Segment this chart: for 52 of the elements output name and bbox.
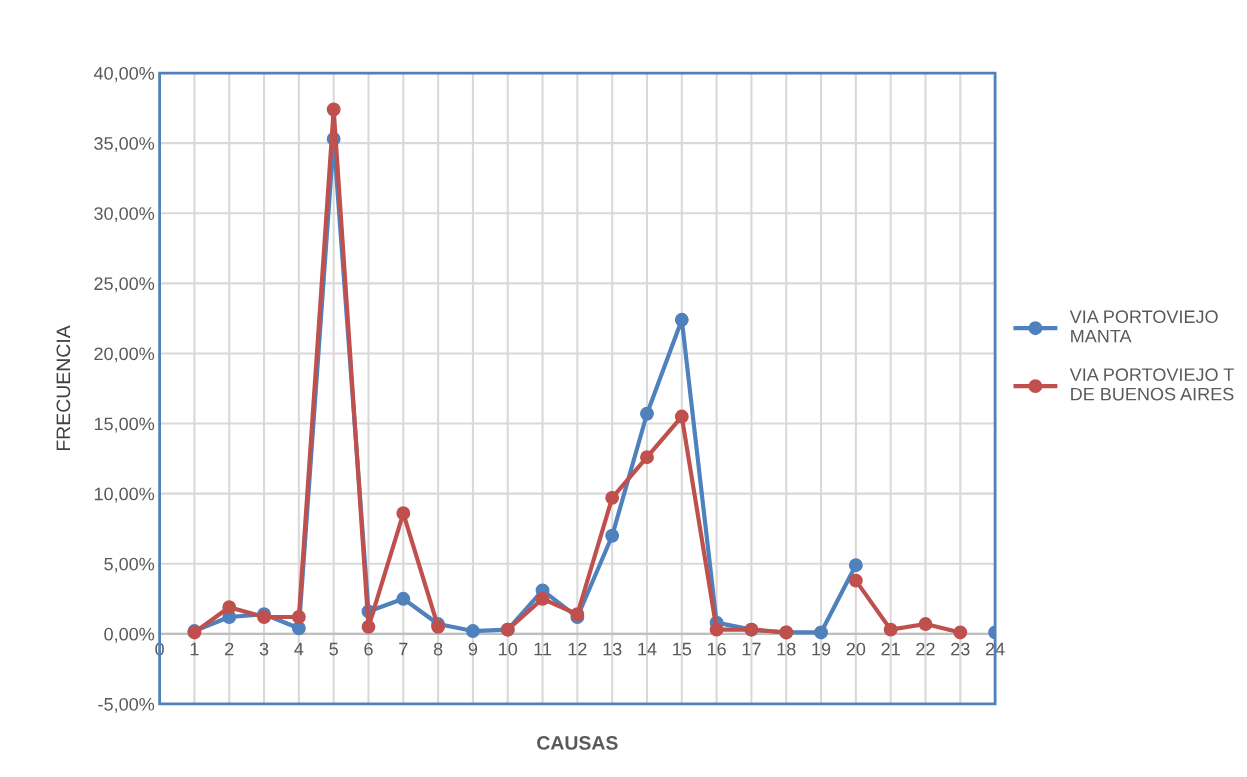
point xyxy=(222,600,237,615)
x-tick-label: 12 xyxy=(568,642,587,656)
point xyxy=(848,573,863,588)
x-tick-label: 13 xyxy=(603,642,622,656)
x-tick-label: 17 xyxy=(742,642,761,656)
y-tick-label: 20,00% xyxy=(94,347,155,363)
x-tick-label: 4 xyxy=(294,642,304,656)
x-tick-label: 22 xyxy=(916,642,935,656)
x-tick-label: 2 xyxy=(225,642,234,656)
y-tick-label: 15,00% xyxy=(94,417,155,433)
legend-label: VIA PORTOVIEJO T DE BUENOS AIRES xyxy=(1069,368,1234,401)
legend-label: VIA PORTOVIEJO MANTA xyxy=(1069,310,1218,343)
point xyxy=(396,506,411,521)
point xyxy=(361,619,376,634)
x-tick-label: 21 xyxy=(881,642,900,656)
y-tick-label: 40,00% xyxy=(93,66,155,82)
x-tick-label: 5 xyxy=(329,642,338,656)
point xyxy=(848,558,863,573)
y-tick-label: 5,00% xyxy=(104,557,155,573)
x-tick-label: 8 xyxy=(433,642,443,656)
point xyxy=(814,625,828,640)
x-tick-label: 14 xyxy=(638,642,657,656)
point xyxy=(396,591,411,606)
x-tick-label: 18 xyxy=(777,642,796,656)
x-tick-label: 10 xyxy=(499,642,518,656)
x-tick-label: 20 xyxy=(846,642,866,656)
point xyxy=(674,312,689,327)
point xyxy=(883,622,898,637)
y-tick-label: 10,00% xyxy=(94,487,155,503)
y-tick-label: 0,00% xyxy=(104,627,155,643)
x-tick-label: 9 xyxy=(468,642,478,656)
point xyxy=(465,624,480,639)
x-tick-label: 7 xyxy=(399,642,408,656)
point xyxy=(918,617,933,631)
x-tick-label: 6 xyxy=(364,642,373,656)
x-tick-label: 15 xyxy=(673,642,692,656)
y-tick-label: 30,00% xyxy=(94,207,155,223)
y-tick-label: 25,00% xyxy=(94,277,155,293)
point xyxy=(291,621,306,636)
point xyxy=(326,102,341,117)
y-tick-label: 35,00% xyxy=(94,137,155,152)
x-axis-title: CAUSAS xyxy=(537,736,618,750)
x-tick-label: 19 xyxy=(812,642,831,656)
y-tick-label: -5,00% xyxy=(98,697,155,713)
y-axis-title: FRECUENCIA xyxy=(56,325,71,451)
x-tick-label: 3 xyxy=(259,642,269,656)
x-tick-label: 1 xyxy=(190,642,199,656)
point xyxy=(291,610,306,624)
x-tick-label: 16 xyxy=(707,642,726,656)
point xyxy=(953,625,968,640)
x-tick-label: 23 xyxy=(951,642,970,656)
x-tick-label: 11 xyxy=(534,642,552,656)
